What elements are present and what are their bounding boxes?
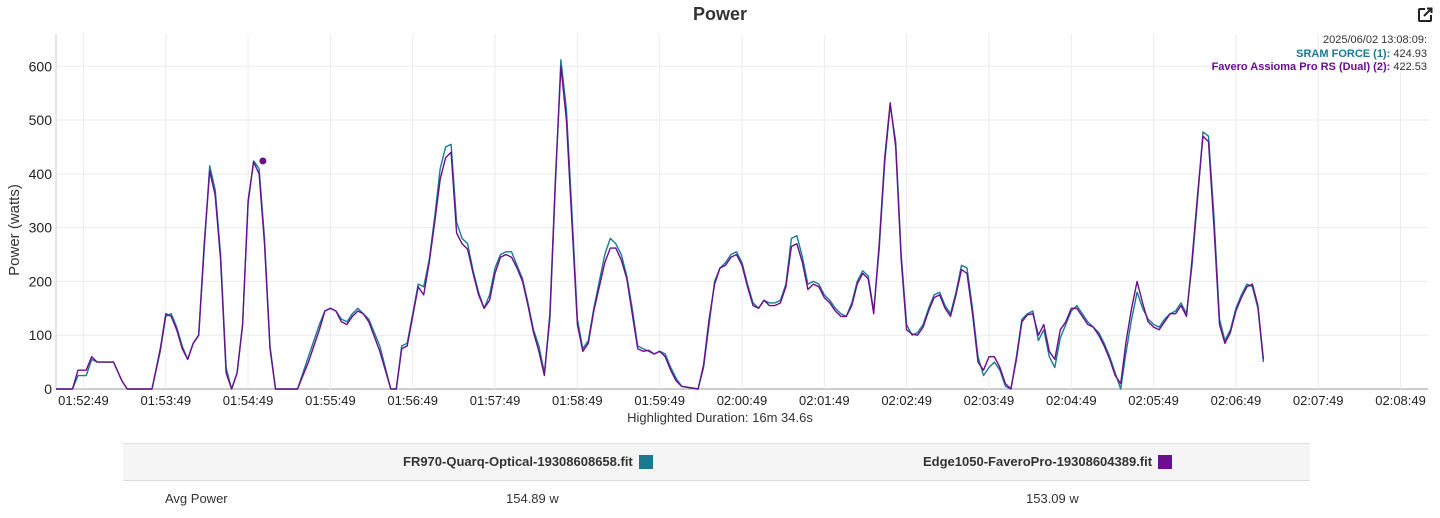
- export-icon[interactable]: [1416, 6, 1434, 24]
- stats-table: FR970-Quarq-Optical-19308608658.fit Edge…: [123, 443, 1310, 517]
- grid: [55, 34, 1428, 390]
- highlighted-duration: Highlighted Duration: 16m 34.6s: [627, 410, 813, 425]
- x-tick-label: 02:02:49: [881, 393, 932, 408]
- x-tick-label: 02:04:49: [1046, 393, 1097, 408]
- file2-name: Edge1050-FaveroPro-19308604389.fit: [923, 454, 1153, 469]
- file1-color-swatch: [638, 454, 653, 469]
- hover-tooltip: 2025/06/02 13:08:09: SRAM FORCE (1): 424…: [1212, 34, 1427, 75]
- y-tick-label: 500: [29, 112, 53, 128]
- y-tick-label: 100: [29, 327, 53, 343]
- tooltip-series1-value: 424.93: [1393, 47, 1427, 60]
- series-lines: [56, 59, 1265, 390]
- y-axis-label: Power (watts): [6, 184, 23, 276]
- x-tick-label: 01:52:49: [58, 393, 109, 408]
- y-tick-label: 300: [29, 220, 53, 236]
- tooltip-series2: Favero Assioma Pro RS (Dual) (2): 422.53: [1211, 61, 1427, 73]
- file2-header: Edge1050-FaveroPro-19308604389.fit: [923, 454, 1173, 469]
- file1-header: FR970-Quarq-Optical-19308608658.fit: [403, 454, 653, 469]
- x-tick-label: 02:00:49: [717, 393, 768, 408]
- x-tick-label: 01:53:49: [140, 393, 191, 408]
- y-tick-label: 600: [29, 58, 53, 74]
- y-tick-label: 200: [29, 273, 53, 289]
- tooltip-series1-label: SRAM FORCE (1): [1296, 47, 1387, 60]
- tooltip-series2-label: Favero Assioma Pro RS (Dual) (2): [1211, 61, 1387, 73]
- x-tick-label: 02:07:49: [1293, 393, 1344, 408]
- tooltip-series1: SRAM FORCE (1): 424.93: [1296, 47, 1427, 60]
- x-tick-label: 01:57:49: [470, 393, 521, 408]
- stats-row-avg-power: Avg Power 154.89 w 153.09 w: [123, 481, 1310, 517]
- x-axis-ticks: 01:52:49 01:53:49 01:54:49 01:55:49 01:56:49…: [58, 393, 1426, 408]
- file1-avg-power: 154.89 w: [506, 491, 559, 506]
- hover-point: [259, 157, 267, 165]
- hover-marker: [259, 157, 267, 165]
- stats-row-label: Avg Power: [165, 491, 228, 506]
- x-tick-label: 01:59:49: [634, 393, 685, 408]
- tooltip-time: 2025/06/02 13:08:09:: [1323, 34, 1427, 46]
- stats-header-row: FR970-Quarq-Optical-19308608658.fit Edge…: [123, 443, 1310, 481]
- file2-color-swatch: [1158, 454, 1173, 469]
- file1-name: FR970-Quarq-Optical-19308608658.fit: [403, 454, 633, 469]
- y-axis-ticks: 0 100 200 300 400 500 600: [29, 58, 53, 397]
- file2-avg-power: 153.09 w: [1026, 491, 1079, 506]
- tooltip-series2-value: 422.53: [1393, 61, 1427, 73]
- x-tick-label: 01:58:49: [552, 393, 603, 408]
- chart-title: Power: [692, 4, 748, 24]
- y-tick-label: 400: [29, 166, 53, 182]
- y-tick-label: 0: [44, 381, 52, 397]
- x-tick-label: 02:05:49: [1128, 393, 1179, 408]
- series-line-2: [56, 65, 1265, 390]
- x-tick-label: 02:06:49: [1211, 393, 1262, 408]
- x-tick-label: 02:01:49: [799, 393, 850, 408]
- x-tick-label: 02:03:49: [964, 393, 1015, 408]
- x-tick-label: 01:55:49: [305, 393, 356, 408]
- x-tick-label: 02:08:49: [1375, 393, 1426, 408]
- x-tick-label: 01:54:49: [223, 393, 274, 408]
- x-tick-label: 01:56:49: [387, 393, 438, 408]
